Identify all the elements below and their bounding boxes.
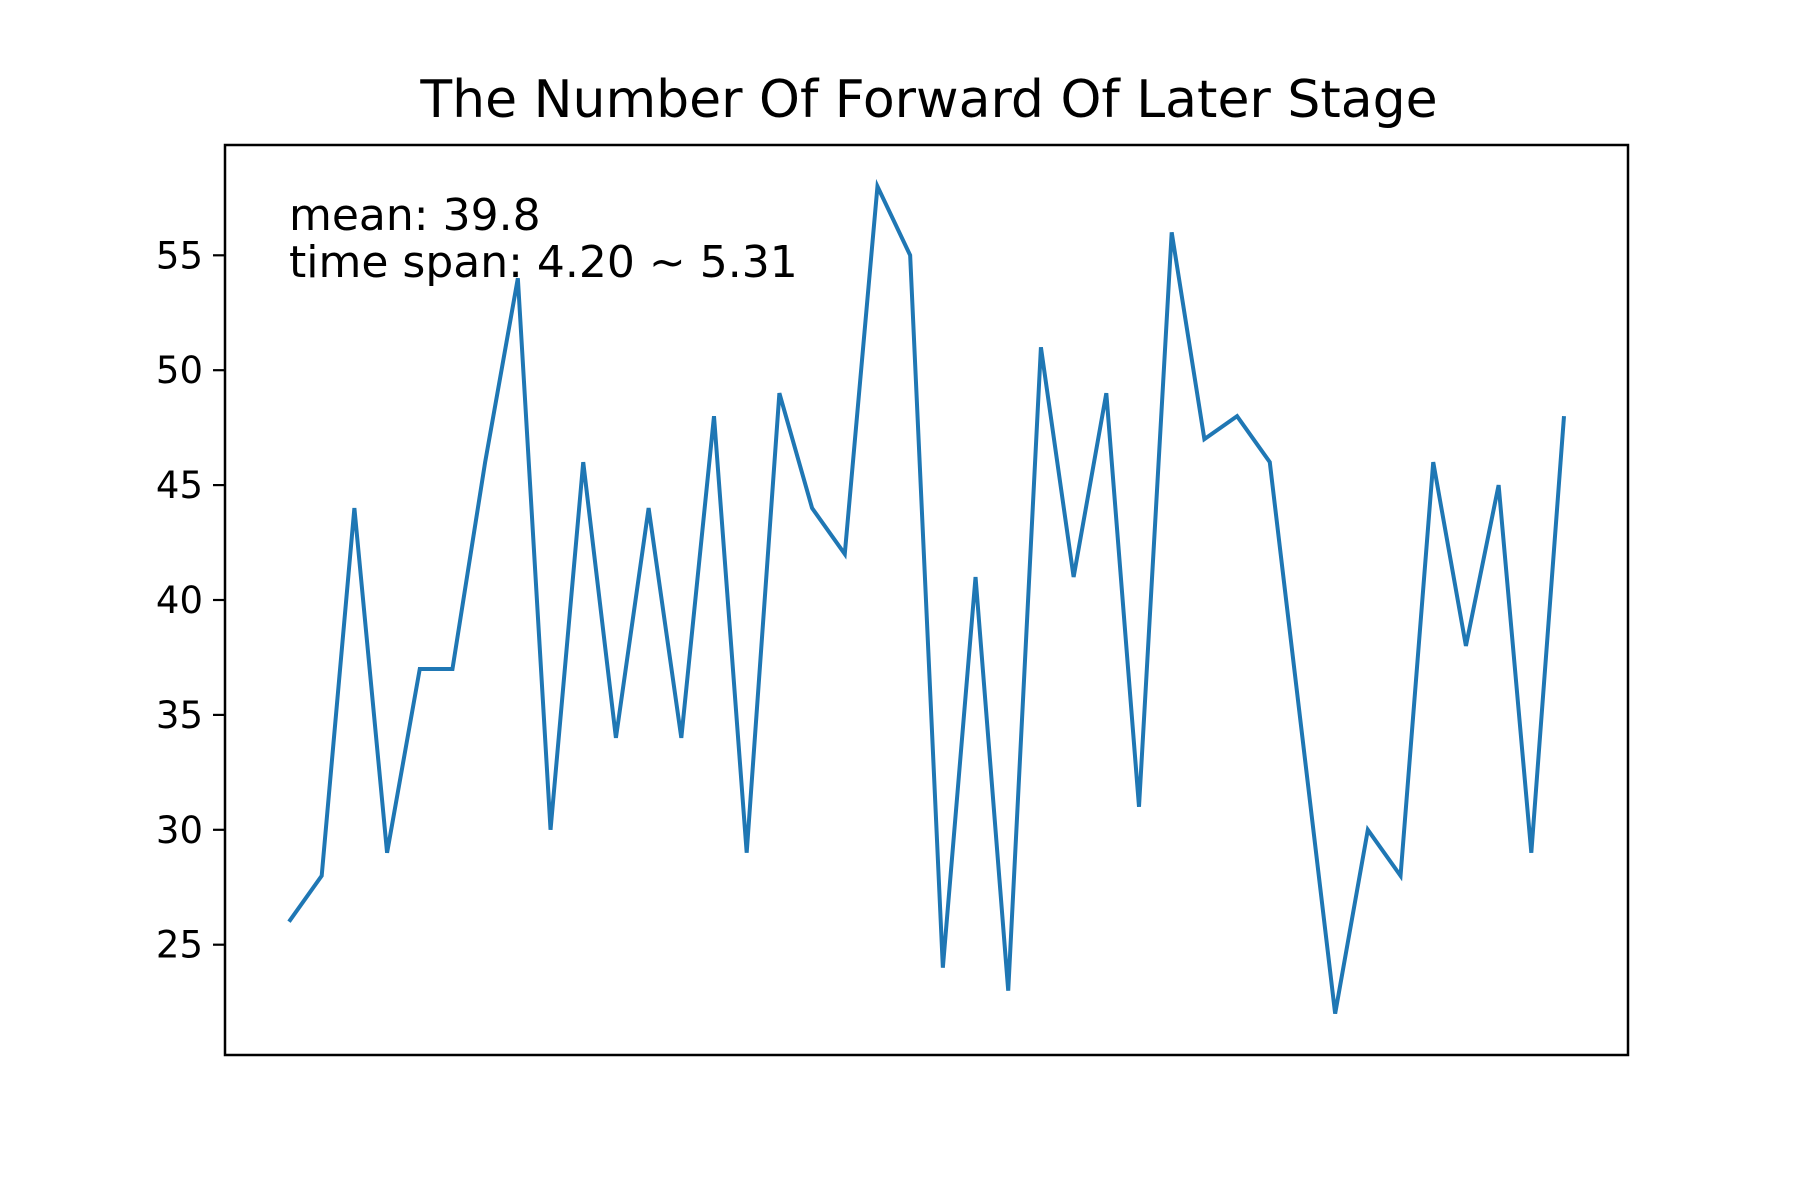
- axes-frame: [223, 143, 1630, 1057]
- stats-annotation: mean: 39.8 time span: 4.20 ~ 5.31: [289, 190, 798, 288]
- y-tick-label: 40: [156, 579, 203, 622]
- y-tick-label: 30: [156, 809, 203, 852]
- y-tick-label: 35: [156, 694, 203, 737]
- series-line: [287, 178, 1566, 1014]
- y-axis: 25 30 35 40 45 50 55: [156, 234, 225, 967]
- time-span-annotation: time span: 4.20 ~ 5.31: [289, 237, 798, 288]
- y-tick-label: 25: [156, 924, 203, 967]
- chart-title: The Number Of Forward Of Later Stage: [419, 70, 1437, 130]
- mean-annotation: mean: 39.8: [289, 190, 541, 241]
- y-tick-label: 45: [156, 464, 203, 507]
- y-tick-label: 50: [156, 349, 203, 392]
- y-tick-label: 55: [156, 234, 203, 277]
- plot-area: [287, 178, 1566, 1014]
